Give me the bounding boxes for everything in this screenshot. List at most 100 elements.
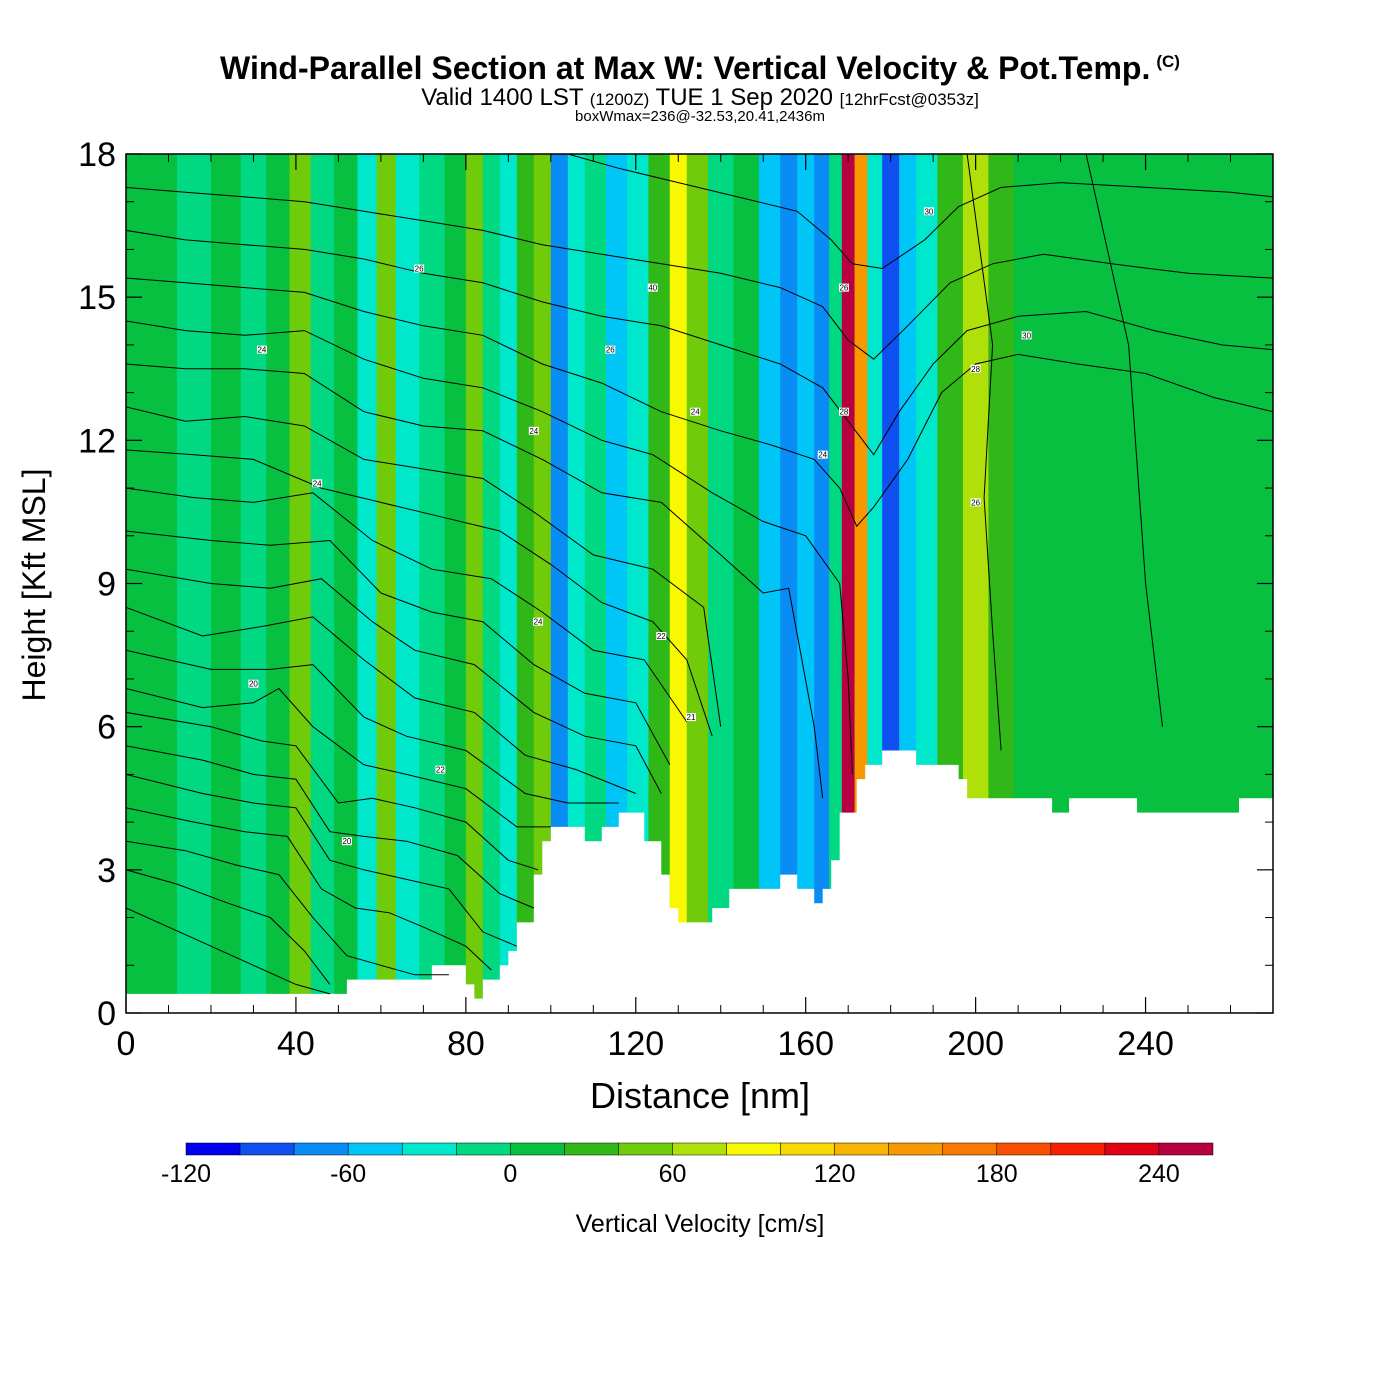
w-band [606, 154, 620, 1013]
contour-label: 28 [971, 365, 980, 374]
contour-label-bg [435, 765, 446, 774]
contour-label: 24 [534, 618, 543, 627]
w-band [567, 154, 577, 1013]
w-band [907, 154, 917, 1013]
contour-label-bg [647, 283, 658, 292]
contour-label: 40 [648, 284, 657, 293]
contour-label: 22 [657, 632, 666, 641]
terrain-mask [126, 750, 1273, 1013]
x-axis-label: Distance [nm] [590, 1075, 810, 1116]
contour-label-bg [605, 345, 616, 354]
w-band [829, 154, 837, 1013]
w-band [431, 154, 446, 1013]
colorbar-label: Vertical Velocity [cm/s] [576, 1210, 825, 1238]
colorbar-swatch [456, 1142, 511, 1156]
w-band [805, 154, 815, 1013]
w-band [593, 154, 607, 1013]
w-band [516, 154, 526, 1013]
theta-contour-line [1085, 154, 1163, 727]
w-band [707, 154, 722, 1013]
colorbar-swatch [996, 1142, 1052, 1156]
axes: 0 40 80 120 160 200 240 0 3 6 9 12 15 18 [78, 136, 1274, 1063]
contour-label: 24 [529, 427, 538, 436]
contour-labels: 24 26 24 20 22 20 24 24 26 40 24 22 21 24 26 28 30 28 30 26 [248, 207, 1032, 846]
colorbar-tick-label: -120 [161, 1160, 211, 1188]
terrain-shape [126, 750, 1273, 1013]
w-band [159, 154, 178, 1013]
contour-label-bg [817, 450, 828, 459]
w-band [867, 154, 875, 1013]
w-band [788, 154, 798, 1013]
colorbar-tick-label: 240 [1138, 1160, 1180, 1188]
w-band [733, 154, 747, 1013]
w-band [890, 154, 900, 1013]
w-band [525, 154, 535, 1013]
contour-label-bg [414, 264, 425, 273]
w-band [1188, 154, 1210, 1013]
w-band [648, 154, 662, 1013]
contour-label-bg [838, 407, 849, 416]
w-band [376, 154, 386, 1013]
y-tick-label: 12 [78, 422, 116, 460]
w-band [841, 154, 849, 1013]
colorbar-swatch [347, 1142, 403, 1156]
w-band [357, 154, 369, 1013]
w-band [334, 154, 348, 1013]
contour-label-bg [256, 345, 267, 354]
w-band [618, 154, 628, 1013]
w-band [491, 154, 501, 1013]
contour-label-bg [923, 207, 934, 216]
w-band [814, 154, 824, 1013]
theta-contour-line [126, 229, 1273, 456]
theta-contour-line [126, 449, 713, 737]
w-band [499, 154, 509, 1013]
colorbar-swatch [293, 1142, 349, 1156]
colorbar: -120 -60 0 60 120 180 240 [161, 1142, 1214, 1188]
w-band [822, 154, 830, 1013]
y-tick-label: 6 [97, 709, 116, 747]
colorbar-tick-label: -60 [330, 1160, 366, 1188]
w-band [780, 154, 790, 1013]
y-tick-label: 0 [97, 995, 116, 1033]
theta-contour-line [966, 154, 1002, 751]
contour-label: 20 [342, 837, 351, 846]
w-band [406, 154, 420, 1013]
w-band [368, 154, 378, 1013]
w-band [627, 154, 637, 1013]
w-band [559, 154, 569, 1013]
y-tick-label: 3 [97, 852, 116, 890]
w-band [300, 154, 312, 1013]
contour-label: 26 [839, 284, 848, 293]
contour-label: 24 [313, 479, 322, 488]
theta-contour-line [126, 807, 492, 971]
theta-contour-line [126, 711, 539, 871]
theta-contour-line [126, 363, 824, 799]
w-band [444, 154, 458, 1013]
w-band [576, 154, 586, 1013]
w-band [848, 154, 856, 1013]
w-band [678, 154, 688, 1013]
theta-contour-line [126, 840, 449, 976]
theta-contour-line [126, 649, 619, 804]
valid-time-subtitle: Valid 1400 LST (1200Z) TUE 1 Sep 2020 [1… [421, 84, 979, 111]
colorbar-swatch [618, 1142, 673, 1156]
w-band [266, 154, 280, 1013]
theta-contour-line [126, 487, 688, 723]
colorbar-swatch [564, 1142, 619, 1156]
y-axis-label: Height [Kft MSL] [16, 469, 52, 702]
theta-contour-line [126, 406, 722, 727]
copyright-mark: (C) [1156, 52, 1180, 71]
colorbar-swatch [1050, 1142, 1106, 1156]
contour-label-bg [656, 631, 667, 640]
w-band [227, 154, 242, 1013]
colorbar-swatch [401, 1142, 457, 1156]
contour-label: 26 [415, 265, 424, 274]
colorbar-swatch [834, 1142, 889, 1156]
contour-label-bg [690, 407, 701, 416]
contour-label: 21 [687, 713, 696, 722]
theta-contour-line [126, 869, 331, 985]
contour-label: 24 [818, 451, 827, 460]
w-band [873, 154, 883, 1013]
x-tick-label: 40 [277, 1025, 315, 1063]
